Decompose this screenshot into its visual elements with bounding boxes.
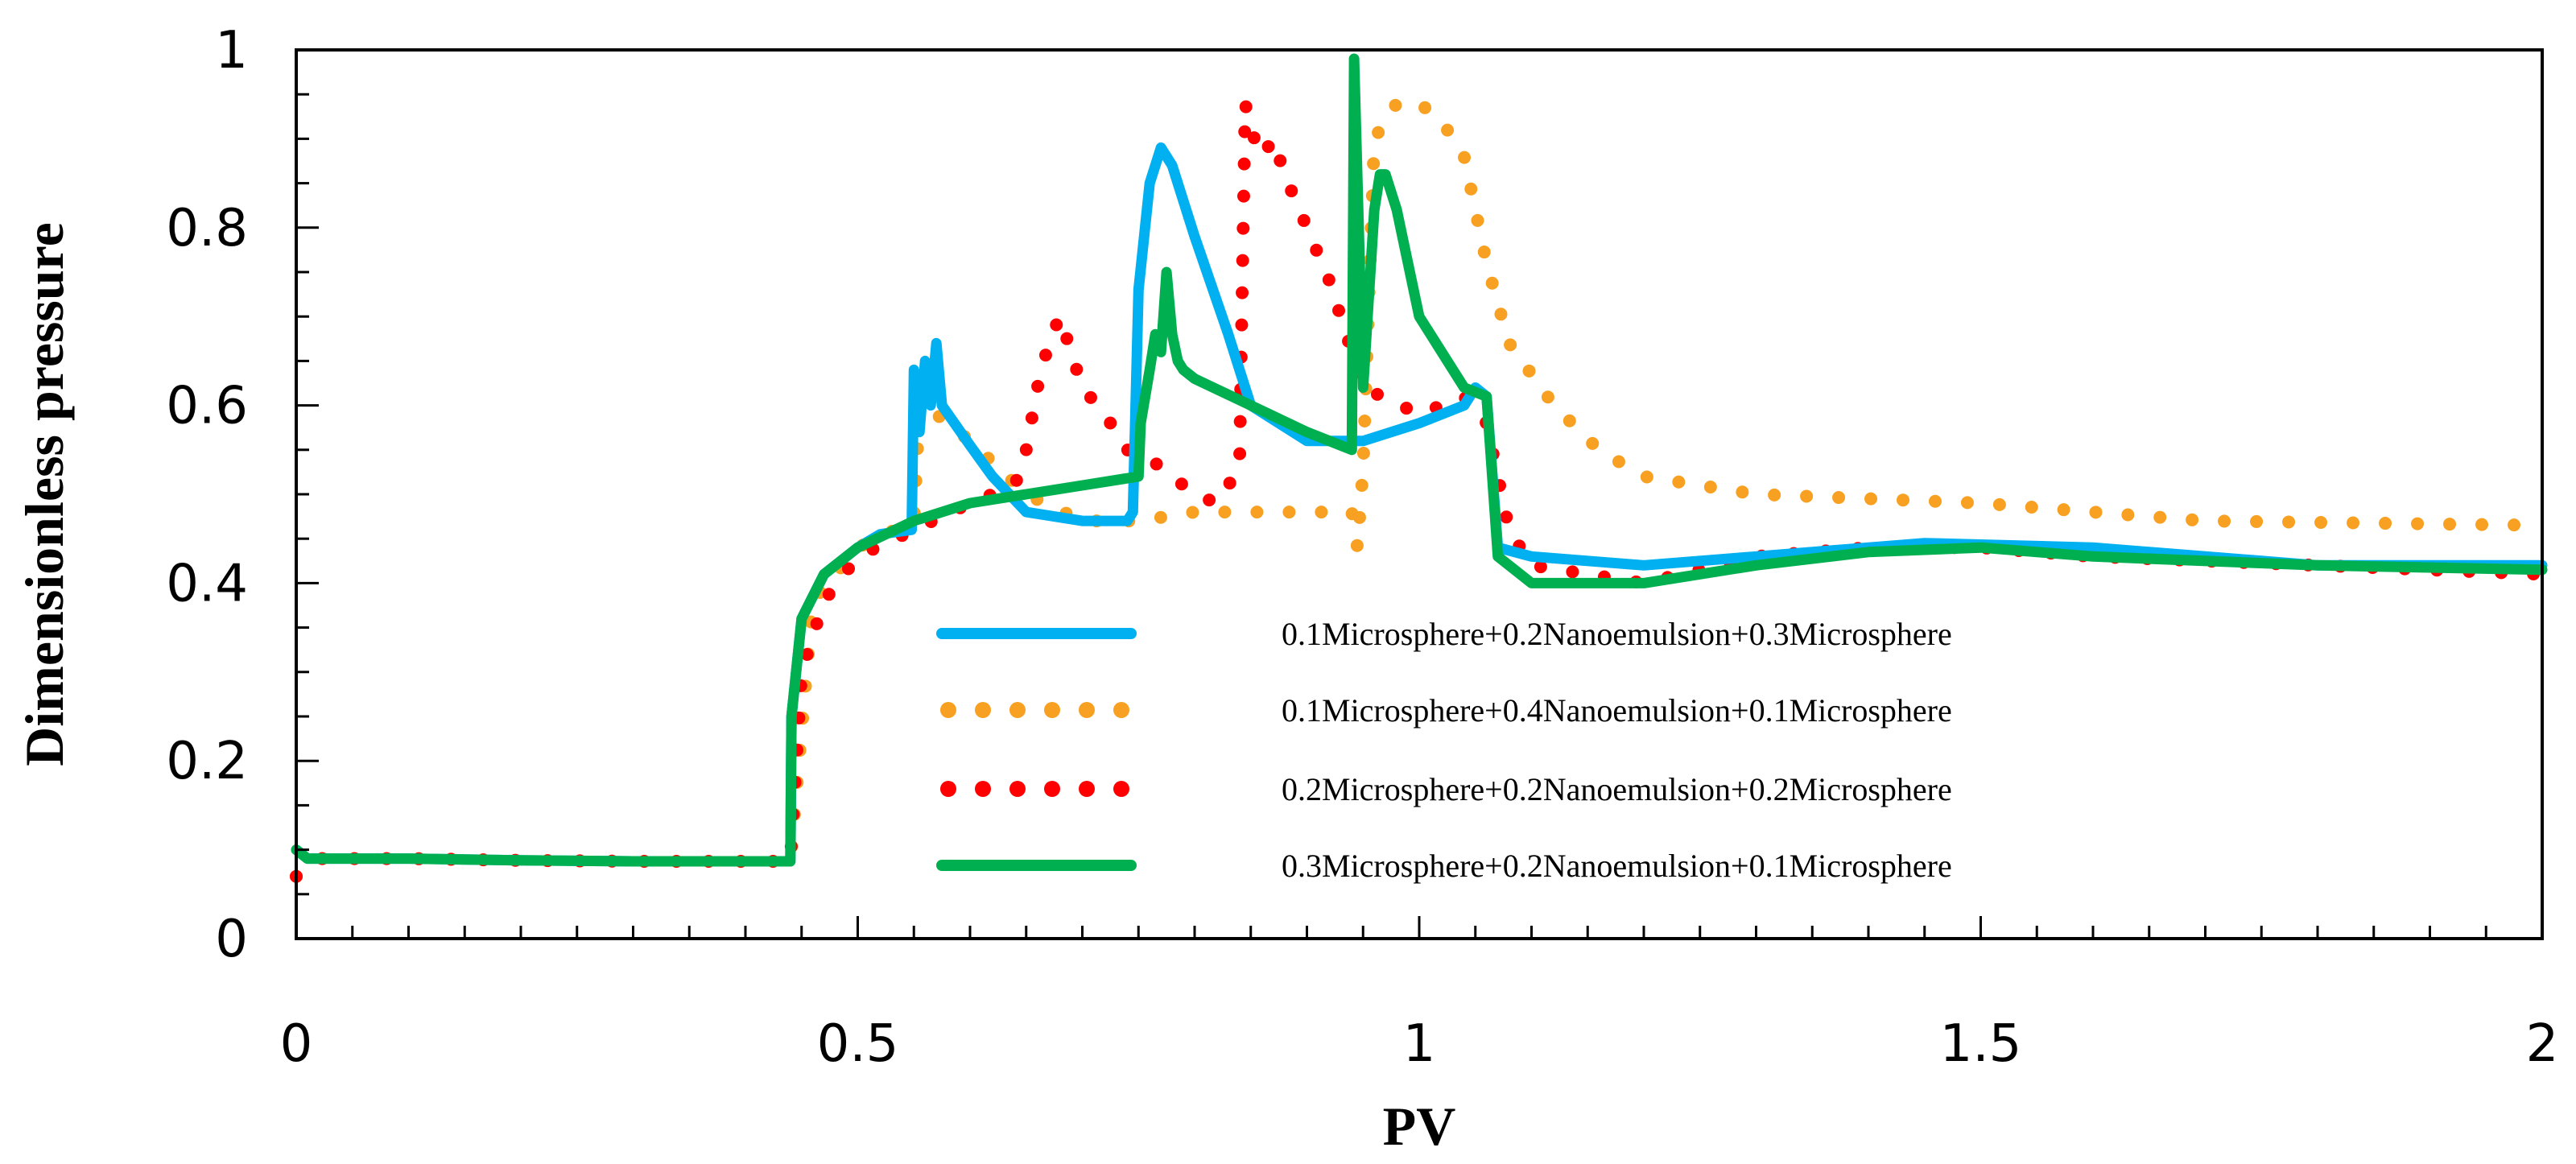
legend-swatch-dot [1044,781,1060,797]
x-axis-title: PV [1383,1096,1456,1157]
legend-label: 0.1Microsphere+0.4Nanoemulsion+0.1Micros… [1282,692,1952,729]
y-axis-title: Dimensionless pressure [14,222,75,766]
y-tick-label: 0.6 [166,377,248,436]
legend-swatch-dot [1009,781,1026,797]
legend-swatch-dot [940,781,956,797]
legend-swatch-dot [1044,702,1060,718]
series-line-3 [290,97,2549,883]
y-tick-label: 0.8 [166,199,248,258]
x-tick-label: 1 [1403,1014,1436,1074]
legend-swatch-dot [940,702,956,718]
y-tick-label: 0 [215,910,248,969]
series-line-1 [291,142,2548,867]
series-layer [290,53,2549,883]
x-tick-label: 2 [2526,1014,2559,1074]
legend: 0.1Microsphere+0.2Nanoemulsion+0.3Micros… [936,616,1952,884]
legend-label: 0.1Microsphere+0.2Nanoemulsion+0.3Micros… [1282,616,1952,652]
legend-swatch-dot [1009,702,1026,718]
legend-swatch-dot [1113,702,1129,718]
legend-label: 0.3Microsphere+0.2Nanoemulsion+0.1Micros… [1282,848,1952,884]
legend-swatch-dot [975,781,991,797]
series-line-2 [290,97,2549,883]
legend-swatch-dot [975,702,991,718]
legend-swatch-dot [1079,702,1095,718]
x-tick-label: 0.5 [817,1014,899,1074]
series-line-4 [291,53,2548,867]
tick-labels-layer: 0 0.5 1 1.5 2 0 0.2 0.4 0.6 0.8 1 [166,21,2558,1074]
y-tick-label: 1 [215,21,248,80]
x-tick-label: 0 [280,1014,313,1074]
x-tick-label: 1.5 [1940,1014,2022,1074]
ticks-layer [295,48,2544,940]
legend-swatch-dot [1079,781,1095,797]
y-tick-label: 0.4 [166,554,248,613]
y-tick-label: 0.2 [166,732,248,791]
legend-swatch-dot [1113,781,1129,797]
legend-label: 0.2Microsphere+0.2Nanoemulsion+0.2Micros… [1282,771,1952,807]
